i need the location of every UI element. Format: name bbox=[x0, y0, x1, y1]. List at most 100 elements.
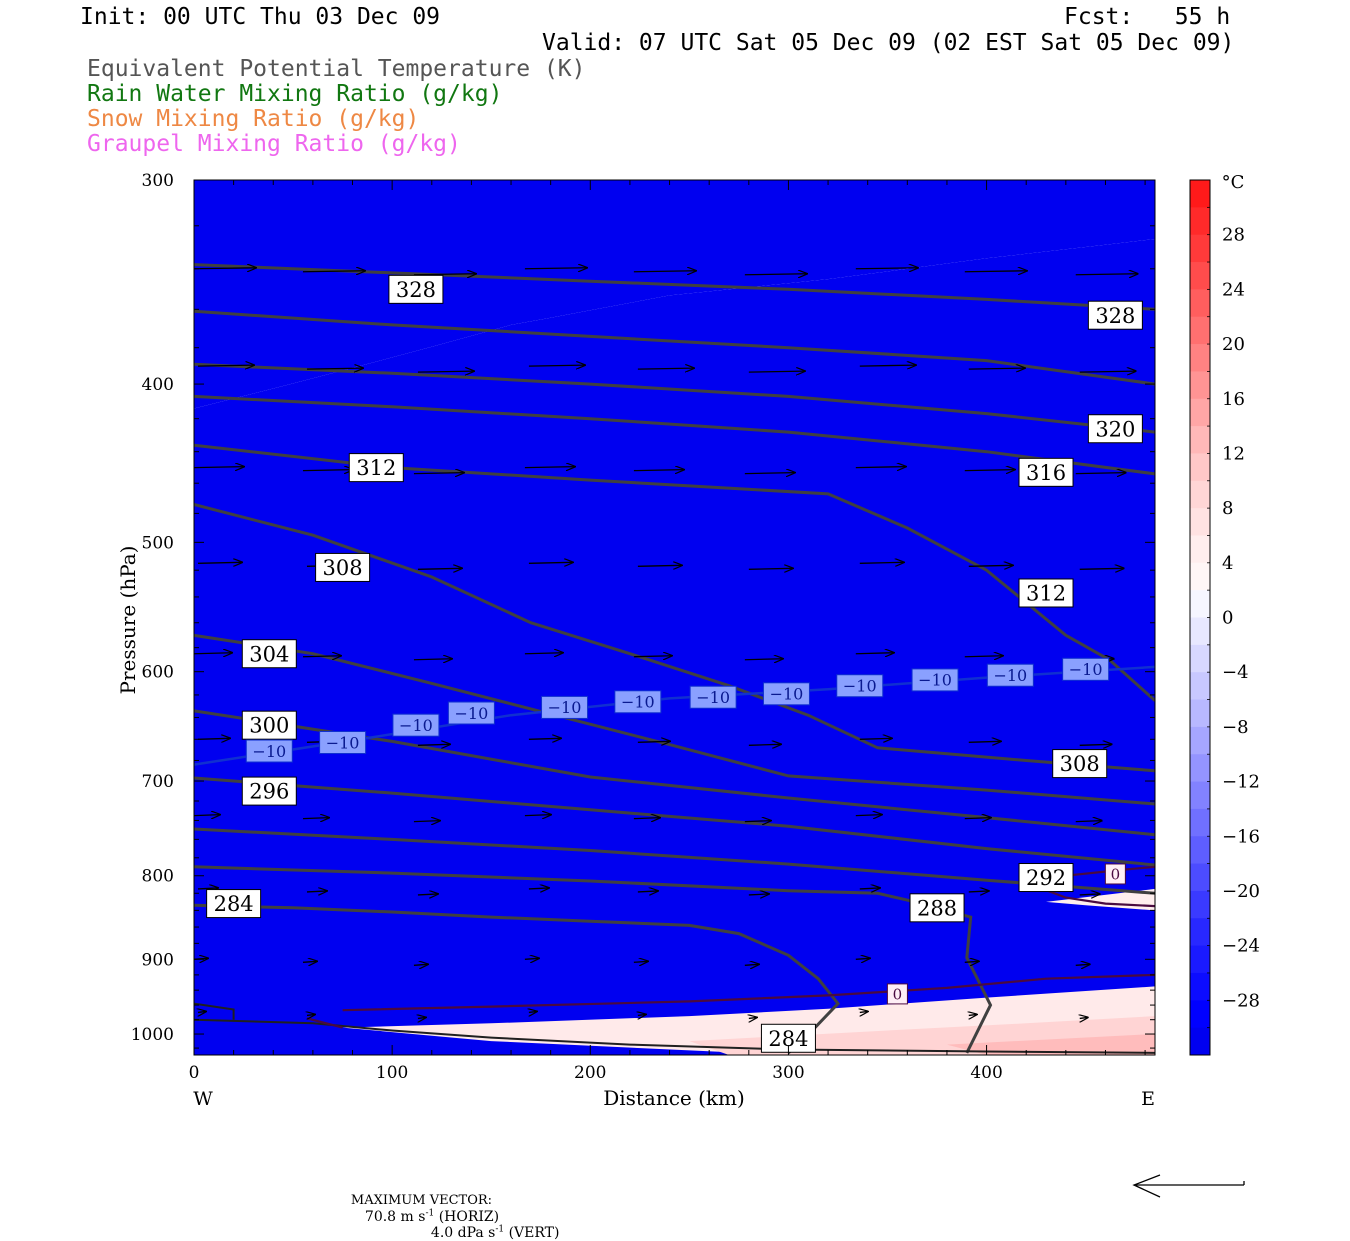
wind-vector bbox=[744, 473, 795, 474]
isotherm-label-minus10-box bbox=[614, 690, 662, 714]
wind-vector bbox=[637, 368, 694, 369]
wind-vector bbox=[413, 964, 428, 965]
contour-label-288-box bbox=[909, 893, 965, 923]
isotherm-label-minus10-box bbox=[836, 674, 884, 698]
horiz-suffix: (HORIZ) bbox=[438, 1208, 500, 1225]
contour-label-312: 312 bbox=[356, 456, 396, 480]
colorbar-swatch bbox=[1190, 371, 1210, 400]
max-vector-arrow bbox=[1132, 1174, 1245, 1198]
colorbar-swatch bbox=[1190, 234, 1210, 263]
wind-vector bbox=[528, 888, 549, 889]
colorbar-label: −24 bbox=[1222, 936, 1260, 957]
wind-vector bbox=[413, 659, 452, 660]
field-rain-water: Rain Water Mixing Ratio (g/kg) bbox=[87, 81, 503, 107]
wind-vector bbox=[633, 271, 696, 272]
horiz-exp: -1 bbox=[425, 1208, 435, 1218]
temperature-shading bbox=[194, 180, 1155, 1055]
wind-vector bbox=[860, 1011, 868, 1012]
wind-vector bbox=[749, 1017, 757, 1018]
isotherm-label-minus10: −10 bbox=[252, 742, 286, 761]
contour-labels: 2842842882922963003043083083123123163203… bbox=[206, 274, 1143, 1053]
wind-vector bbox=[744, 964, 759, 965]
isotherm-label-minus10-box bbox=[911, 668, 959, 692]
colorbar-swatch bbox=[1190, 726, 1210, 755]
vert-exp: -1 bbox=[495, 1224, 505, 1235]
theta-e-contours bbox=[194, 263, 1155, 1054]
contour-label-296: 296 bbox=[249, 780, 289, 804]
colorbar-swatch bbox=[1190, 316, 1210, 345]
contour-label-312-box bbox=[1018, 578, 1074, 608]
wind-vector bbox=[964, 271, 1027, 272]
y-tick-label: 500 bbox=[142, 533, 174, 553]
wind-vector bbox=[1075, 821, 1102, 822]
colorbar-swatch bbox=[1190, 781, 1210, 810]
wind-vector bbox=[194, 268, 256, 269]
wind-vector bbox=[637, 565, 682, 566]
wind-vector bbox=[302, 271, 365, 272]
colorbar-label: 16 bbox=[1222, 389, 1245, 410]
contour-label-328: 328 bbox=[396, 278, 436, 302]
theta-e-contour-288 bbox=[194, 865, 993, 1054]
colorbar-swatch bbox=[1190, 808, 1210, 837]
wind-vector bbox=[524, 958, 539, 959]
wind-vector bbox=[969, 1014, 977, 1015]
max-vector-horizontal: 70.8 m s-1 (HORIZ) bbox=[364, 1208, 500, 1225]
isotherm-label-minus10: −10 bbox=[399, 716, 433, 735]
isotherm-label-zero: 0 bbox=[893, 985, 903, 1003]
wind-vector bbox=[528, 365, 585, 366]
colorbar-swatch bbox=[1190, 863, 1210, 892]
wind-vector bbox=[194, 653, 232, 654]
contour-label-308-box bbox=[315, 552, 371, 582]
contour-label-316-box bbox=[1018, 457, 1074, 487]
west-label: W bbox=[193, 1088, 213, 1110]
contour-label-296-box bbox=[241, 776, 297, 806]
wind-vector bbox=[748, 568, 793, 569]
x-tick-label: 100 bbox=[376, 1063, 408, 1083]
wind-vector bbox=[524, 467, 575, 468]
isotherm-label-minus10-box bbox=[319, 731, 367, 755]
contour-label-312: 312 bbox=[1026, 582, 1066, 606]
wind-vector bbox=[413, 274, 476, 275]
y-axis-label: Pressure (hPa) bbox=[116, 546, 140, 695]
colorbar-swatch bbox=[1190, 508, 1210, 536]
wind-vector bbox=[964, 656, 1003, 657]
isotherm-label-minus10: −10 bbox=[696, 688, 730, 707]
colorbar-label: 12 bbox=[1222, 443, 1245, 464]
y-tick-label: 800 bbox=[142, 867, 174, 887]
contour-label-308: 308 bbox=[1060, 752, 1100, 776]
wind-vector bbox=[197, 562, 242, 563]
contour-label-320-box bbox=[1087, 414, 1143, 444]
wind-vector bbox=[744, 821, 771, 822]
wind-vector bbox=[748, 744, 781, 745]
contour-label-320: 320 bbox=[1095, 417, 1135, 441]
colorbar-label: −8 bbox=[1222, 717, 1249, 738]
colorbar-swatch bbox=[1190, 617, 1210, 646]
colorbar-swatch bbox=[1190, 535, 1210, 564]
theta-e-contour-296 bbox=[194, 776, 1155, 867]
colorbar-label: 0 bbox=[1222, 608, 1233, 629]
plot-frame bbox=[193, 179, 1156, 1056]
contour-label-284: 284 bbox=[214, 892, 254, 916]
isotherm-label-minus10-box bbox=[392, 713, 440, 737]
colorbar-swatch bbox=[1190, 699, 1210, 728]
isotherm-label-minus10: −10 bbox=[770, 685, 804, 704]
contour-label-308: 308 bbox=[323, 556, 363, 580]
colorbar-swatch bbox=[1190, 480, 1210, 509]
colorbar-swatch bbox=[1190, 453, 1210, 482]
wind-vector bbox=[968, 565, 1013, 566]
colorbar-swatch bbox=[1190, 344, 1210, 372]
contour-label-292-box bbox=[1018, 863, 1074, 893]
horiz-value: 70.8 m s bbox=[364, 1208, 426, 1225]
theta-e-contour-316 bbox=[194, 394, 1155, 476]
contour-label-328-box bbox=[388, 274, 444, 304]
wind-vector bbox=[744, 659, 783, 660]
colorbar-label: −12 bbox=[1222, 772, 1260, 793]
contour-label-284-box bbox=[206, 889, 262, 919]
colorbar-swatch bbox=[1190, 398, 1210, 427]
wind-vector bbox=[417, 894, 438, 895]
contour-label-328-box bbox=[1087, 300, 1143, 330]
ground-contour bbox=[194, 1018, 1155, 1054]
wind-vector bbox=[855, 958, 870, 959]
colorbar-swatch bbox=[1190, 972, 1210, 1001]
contour-label-300-box bbox=[241, 710, 297, 740]
